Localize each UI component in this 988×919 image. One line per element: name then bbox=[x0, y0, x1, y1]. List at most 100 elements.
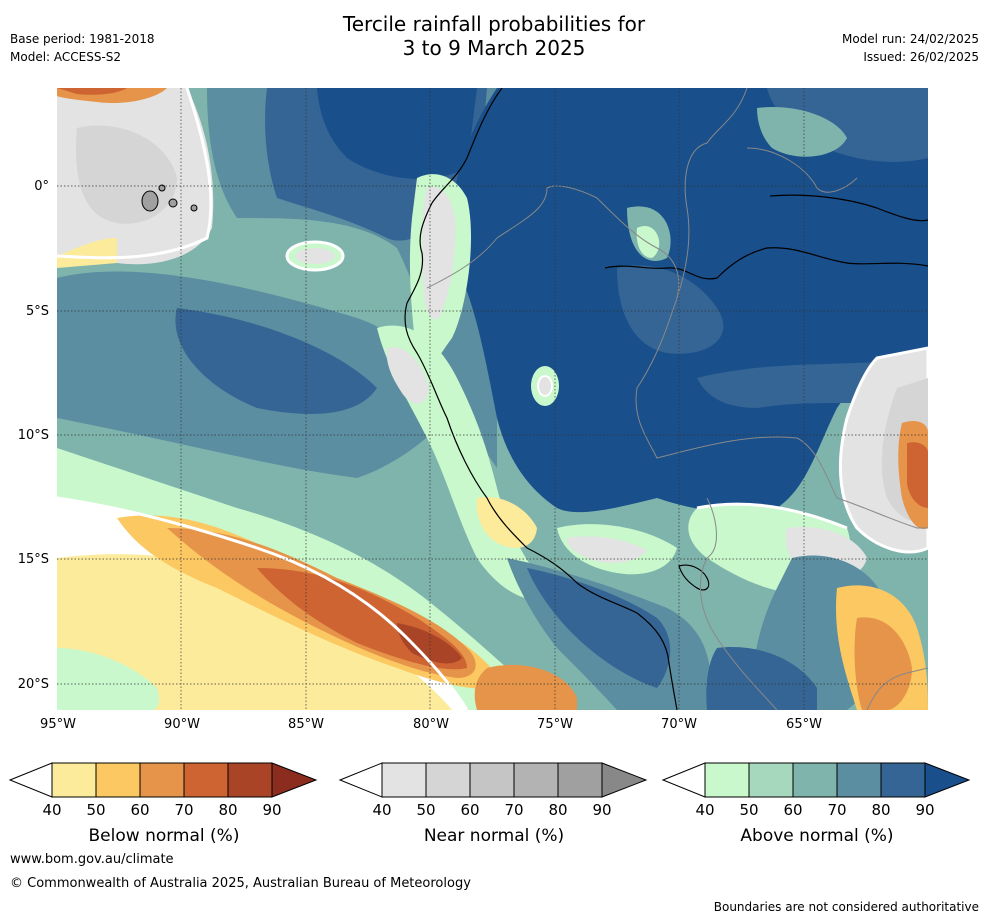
lon-label: 90°W bbox=[164, 717, 200, 732]
above-zone bbox=[175, 308, 377, 414]
lon-label: 95°W bbox=[40, 717, 76, 732]
map-svg bbox=[57, 88, 928, 710]
graticule bbox=[57, 88, 928, 710]
above-zone bbox=[617, 265, 724, 354]
cb-tick: 50 bbox=[739, 801, 759, 819]
cb-tick: 50 bbox=[86, 801, 106, 819]
colorbar-above-swatch bbox=[792, 762, 838, 798]
lon-label: 80°W bbox=[413, 717, 449, 732]
cb-tick: 90 bbox=[592, 801, 612, 819]
country-border bbox=[676, 88, 748, 299]
website-link[interactable]: www.bom.gov.au/climate bbox=[10, 852, 174, 867]
colorbar-below-extend-low bbox=[8, 762, 53, 798]
colorbar-near-extend-low bbox=[338, 762, 383, 798]
below-zone bbox=[474, 664, 577, 710]
title-line-1: Tercile rainfall probabilities for bbox=[342, 12, 646, 36]
colorbar-above bbox=[661, 762, 971, 798]
galapagos-island bbox=[141, 190, 159, 212]
lon-label: 75°W bbox=[537, 717, 573, 732]
lat-label: 20°S bbox=[17, 677, 49, 692]
disclaimer: Boundaries are not considered authoritat… bbox=[713, 900, 979, 914]
galapagos-island bbox=[158, 184, 166, 192]
below-zone bbox=[57, 238, 117, 268]
cb-tick: 60 bbox=[460, 801, 480, 819]
cb-tick: 70 bbox=[174, 801, 194, 819]
lon-label: 85°W bbox=[288, 717, 324, 732]
colorbar-near-title: Near normal (%) bbox=[423, 826, 565, 846]
river bbox=[769, 194, 928, 222]
colorbar-above-swatch bbox=[748, 762, 794, 798]
cb-tick: 80 bbox=[871, 801, 891, 819]
galapagos-island bbox=[190, 204, 198, 212]
colorbar-above-extend-low bbox=[661, 762, 706, 798]
above-zone bbox=[706, 647, 817, 710]
colorbar-near-extend-high bbox=[601, 762, 648, 798]
country-border bbox=[596, 197, 838, 499]
colorbar-below-swatch bbox=[183, 762, 229, 798]
cb-tick: 90 bbox=[915, 801, 935, 819]
colorbar-below-extend-high bbox=[271, 762, 318, 798]
near-zone bbox=[386, 347, 429, 404]
colorbar-near-swatch bbox=[557, 762, 603, 798]
page-title: Tercile rainfall probabilities for 3 to … bbox=[0, 12, 988, 60]
contour-line bbox=[57, 88, 213, 260]
country-border bbox=[836, 497, 928, 529]
near-zone bbox=[567, 536, 647, 563]
lat-label: 10°S bbox=[17, 428, 49, 443]
cb-tick: 40 bbox=[695, 801, 715, 819]
colorbar-above-title: Above normal (%) bbox=[740, 826, 894, 846]
above-zone bbox=[527, 568, 671, 688]
colorbar-near-swatch bbox=[513, 762, 559, 798]
cb-tick: 60 bbox=[783, 801, 803, 819]
colorbar-below-swatch bbox=[51, 762, 97, 798]
contour-line bbox=[696, 502, 848, 530]
colorbar-below-title: Below normal (%) bbox=[88, 826, 240, 846]
colorbar-near-swatch bbox=[425, 762, 471, 798]
country-border bbox=[699, 497, 778, 710]
below-zone bbox=[57, 554, 452, 710]
probability-map[interactable] bbox=[57, 88, 928, 710]
colorbar-near-swatch bbox=[469, 762, 515, 798]
below-zone bbox=[476, 497, 537, 548]
colorbar-above-swatch bbox=[704, 762, 750, 798]
colorbar-near-swatch bbox=[381, 762, 427, 798]
country-border bbox=[426, 185, 598, 289]
below-zone bbox=[57, 88, 127, 95]
copyright: © Commonwealth of Australia 2025, Austra… bbox=[10, 876, 471, 891]
country-border bbox=[866, 667, 928, 710]
above-zone bbox=[57, 648, 160, 710]
cb-tick: 80 bbox=[218, 801, 238, 819]
lat-label: 5°S bbox=[25, 304, 49, 319]
above-zone bbox=[757, 107, 847, 157]
colorbar-below-swatch bbox=[227, 762, 273, 798]
cb-tick: 60 bbox=[130, 801, 150, 819]
cb-tick: 90 bbox=[262, 801, 282, 819]
lat-label: 15°S bbox=[17, 552, 49, 567]
cb-tick: 40 bbox=[42, 801, 62, 819]
below-zone bbox=[854, 617, 912, 710]
above-zone bbox=[767, 88, 928, 162]
model-run: Model run: 24/02/2025 bbox=[841, 32, 979, 46]
base-period: Base period: 1981-2018 bbox=[10, 32, 155, 46]
cb-tick: 70 bbox=[504, 801, 524, 819]
colorbar-near bbox=[338, 762, 648, 798]
colorbar-below-swatch bbox=[95, 762, 141, 798]
near-zone bbox=[295, 248, 335, 264]
colorbar-above-extend-high bbox=[924, 762, 971, 798]
country-border bbox=[746, 147, 858, 193]
amazon-river bbox=[604, 247, 928, 280]
near-zone bbox=[537, 375, 553, 397]
cb-tick: 80 bbox=[548, 801, 568, 819]
colorbar-above-swatch bbox=[880, 762, 926, 798]
colorbar-above-swatch bbox=[836, 762, 882, 798]
cb-tick: 50 bbox=[416, 801, 436, 819]
galapagos-island bbox=[168, 198, 178, 208]
below-zone bbox=[397, 623, 462, 664]
colorbar-below bbox=[8, 762, 318, 798]
cb-tick: 40 bbox=[372, 801, 392, 819]
lon-label: 65°W bbox=[786, 717, 822, 732]
lon-label: 70°W bbox=[661, 717, 697, 732]
above-zone bbox=[317, 88, 477, 179]
model-name: Model: ACCESS-S2 bbox=[10, 50, 122, 64]
coastline bbox=[404, 88, 678, 710]
